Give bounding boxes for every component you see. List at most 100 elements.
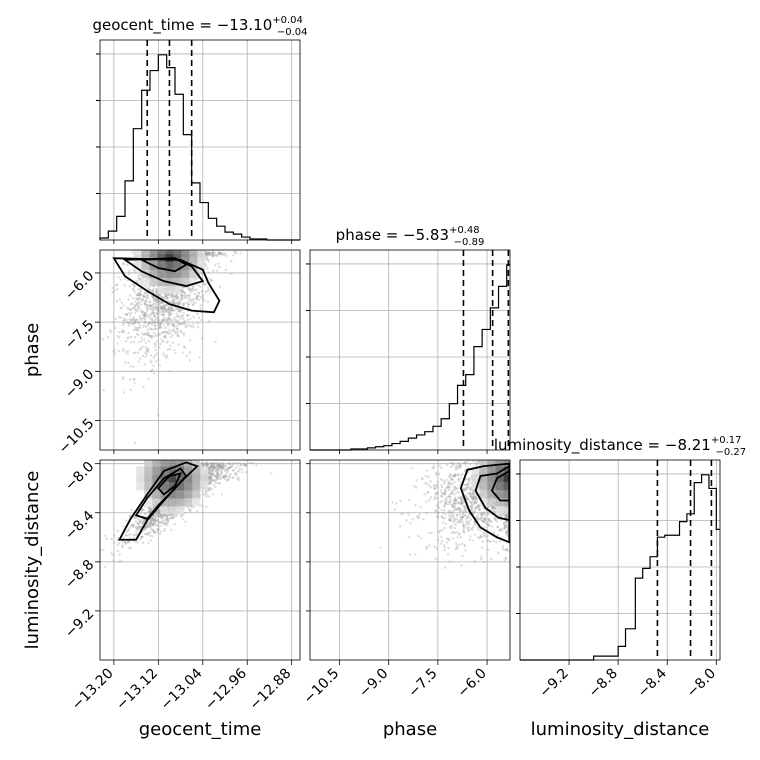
density-cell <box>184 490 192 498</box>
scatter-point <box>144 533 146 535</box>
scatter-point <box>158 515 160 517</box>
scatter-point <box>174 299 176 301</box>
scatter-point <box>447 553 449 555</box>
scatter-point <box>133 329 135 331</box>
scatter-point <box>491 525 493 527</box>
density-cell <box>168 450 176 458</box>
scatter-point <box>227 462 229 464</box>
scatter-point <box>192 287 194 289</box>
scatter-point <box>147 328 149 330</box>
density-cell <box>136 466 144 474</box>
scatter-point <box>179 311 181 313</box>
scatter-point <box>428 532 430 534</box>
scatter-point <box>214 341 216 343</box>
title-minus-luminosity_distance: −0.27 <box>716 447 747 458</box>
scatter-point <box>141 509 143 511</box>
scatter-point <box>138 360 140 362</box>
scatter-point <box>110 552 112 554</box>
scatter-point <box>200 319 202 321</box>
scatter-point <box>409 554 411 556</box>
scatter-point <box>120 316 122 318</box>
density-cell <box>136 482 144 490</box>
scatter-point <box>451 483 453 485</box>
scatter-point <box>439 455 441 457</box>
scatter-point <box>187 288 189 290</box>
scatter-point <box>120 307 122 309</box>
scatter-point <box>440 478 442 480</box>
density-cell <box>197 254 205 262</box>
title-phase: phase = −5.83+0.48 −0.89 <box>336 225 485 248</box>
scatter-point <box>127 332 129 334</box>
scatter-point <box>508 455 510 457</box>
scatter-point <box>158 327 160 329</box>
scatter-point <box>425 512 427 514</box>
scatter-point <box>152 357 154 359</box>
scatter-point <box>236 471 238 473</box>
scatter-point <box>202 294 204 296</box>
scatter-point <box>447 495 449 497</box>
scatter-point <box>138 291 140 293</box>
density-cell <box>200 482 208 490</box>
scatter-point <box>426 483 428 485</box>
scatter-point <box>161 314 163 316</box>
scatter-point <box>149 301 151 303</box>
scatter-point <box>140 519 142 521</box>
scatter-point <box>138 525 140 527</box>
scatter-point <box>124 278 126 280</box>
scatter-point <box>196 510 198 512</box>
scatter-point <box>153 296 155 298</box>
hist-panel-phase: phase = −5.83+0.48 −0.89 <box>306 225 510 450</box>
scatter-point <box>133 382 135 384</box>
scatter-point <box>490 558 492 560</box>
scatter-point <box>172 328 174 330</box>
scatter-point <box>219 253 221 255</box>
scatter-point <box>154 355 156 357</box>
scatter-point <box>433 546 435 548</box>
scatter-point <box>209 489 211 491</box>
title-geocent_time: geocent_time = −13.10+0.04 −0.04 <box>92 15 307 38</box>
scatter-point <box>188 299 190 301</box>
scatter-point <box>232 476 234 478</box>
scatter-point <box>160 517 162 519</box>
scatter-point <box>122 304 124 306</box>
scatter-point <box>477 445 479 447</box>
scatter-point <box>175 320 177 322</box>
density-cell <box>152 450 160 458</box>
scatter-point <box>230 273 232 275</box>
scatter-point <box>205 493 207 495</box>
hist-panel-luminosity_distance: luminosity_distance = −8.21+0.17 −0.27 <box>494 435 746 660</box>
scatter-point <box>153 322 155 324</box>
scatter-point <box>464 464 466 466</box>
scatter-point <box>102 389 104 391</box>
scatter-point <box>493 455 495 457</box>
scatter-point <box>489 453 491 455</box>
scatter-point <box>183 333 185 335</box>
scatter-point <box>214 486 216 488</box>
scatter-point <box>146 295 148 297</box>
scatter-point <box>144 292 146 294</box>
scatter-point <box>455 542 457 544</box>
scatter-point <box>448 453 450 455</box>
scatter-point <box>467 430 469 432</box>
scatter-point <box>166 516 168 518</box>
scatter-point <box>136 321 138 323</box>
density-cell <box>141 238 149 246</box>
scatter-point <box>159 319 161 321</box>
scatter-point <box>134 311 136 313</box>
scatter-point <box>151 321 153 323</box>
scatter-point <box>460 510 462 512</box>
scatter-point <box>147 378 149 380</box>
scatter-point <box>482 452 484 454</box>
scatter-point <box>147 541 149 543</box>
scatter-point <box>481 429 483 431</box>
scatter-point <box>147 511 149 513</box>
scatter-point <box>121 330 123 332</box>
scatter-point <box>126 264 128 266</box>
scatter-point <box>207 260 209 262</box>
scatter-point <box>255 464 257 466</box>
density-cell <box>136 474 144 482</box>
scatter-point <box>123 284 125 286</box>
density-cell <box>176 450 184 458</box>
scatter-point <box>212 493 214 495</box>
